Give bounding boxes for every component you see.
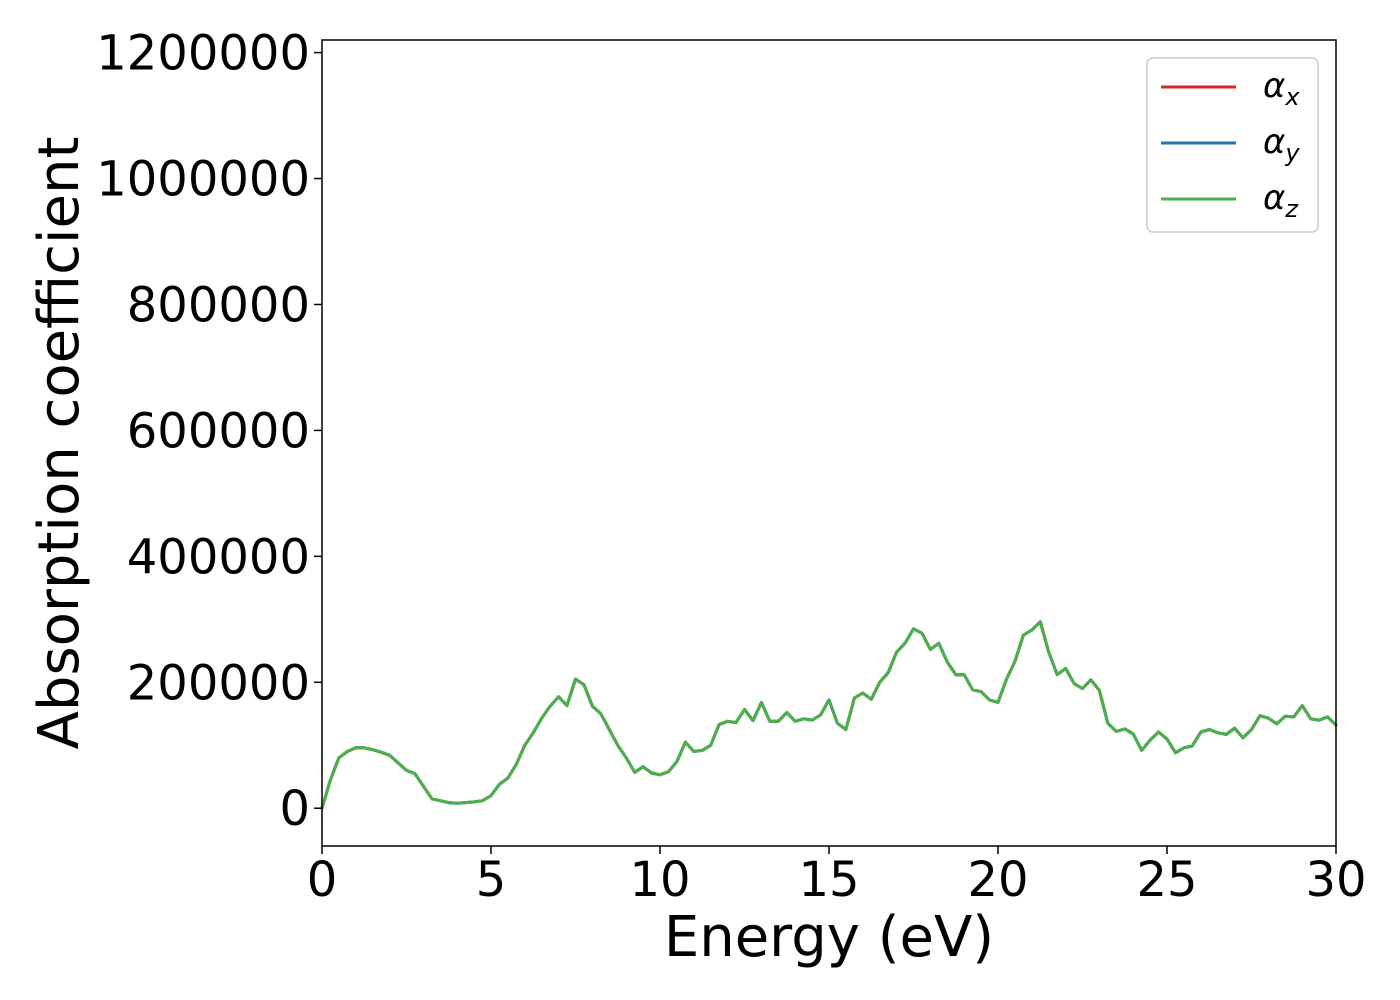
x-tick-label: 30 — [1305, 852, 1366, 908]
x-tick-label: 25 — [1136, 852, 1197, 908]
legend-box — [1146, 57, 1319, 233]
legend-subscript: y — [1284, 139, 1300, 167]
x-tick-label: 0 — [307, 852, 338, 908]
x-axis-label: Energy (eV) — [664, 905, 994, 970]
x-tick-label: 5 — [476, 852, 507, 908]
y-tick-label: 0 — [279, 781, 310, 837]
plot-lines — [320, 620, 1338, 810]
y-axis-label: Absorption coefficient — [27, 137, 92, 750]
legend-subscript: z — [1284, 195, 1299, 223]
x-tick-label: 10 — [629, 852, 690, 908]
y-tick-label: 800000 — [127, 277, 310, 333]
series-line-z — [320, 620, 1338, 810]
y-axis-ticks: 0 200000 400000 600000 800000 1000000 1200000 — [96, 26, 322, 837]
y-tick-label: 200000 — [127, 655, 310, 711]
series-line-x — [320, 620, 1338, 810]
y-tick-label: 1000000 — [96, 152, 310, 208]
x-axis-ticks: 0 5 10 15 20 25 30 — [307, 846, 1367, 908]
y-tick-label: 600000 — [127, 403, 310, 459]
y-tick-label: 400000 — [127, 529, 310, 585]
x-tick-label: 20 — [967, 852, 1028, 908]
x-tick-label: 15 — [798, 852, 859, 908]
series-line-y — [320, 620, 1338, 810]
legend-subscript: x — [1284, 83, 1300, 111]
y-tick-label: 1200000 — [96, 26, 310, 82]
